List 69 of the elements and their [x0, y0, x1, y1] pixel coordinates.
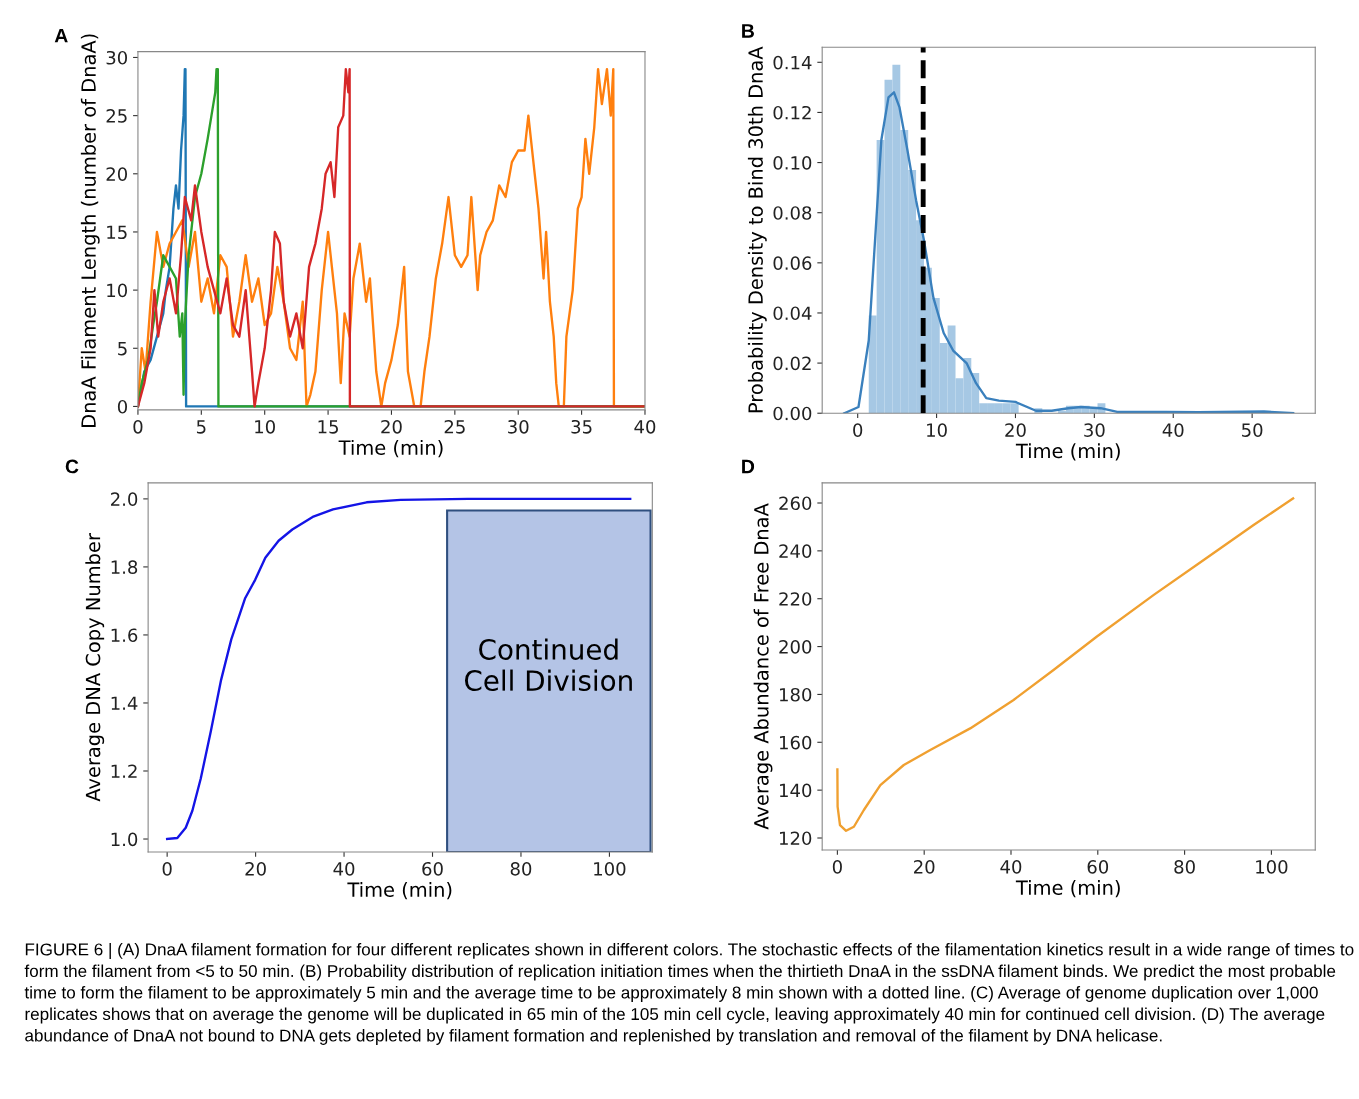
x-tick-label: 80 [510, 861, 532, 876]
y-tick-label: 120 [779, 831, 812, 846]
chart-title: D [742, 459, 755, 474]
y-tick-label: 0.08 [773, 206, 812, 220]
y-axis-title: Probability Density to Bind 30th DnaA [747, 46, 767, 413]
y-tick-label: 0.12 [773, 105, 811, 120]
x-tick-label: 60 [422, 861, 443, 876]
y-tick-label: 1.8 [111, 560, 138, 575]
x-tick-label: 25 [444, 419, 465, 434]
x-tick-label: 20 [381, 419, 402, 434]
x-axis-title: Time (min) [347, 881, 452, 900]
x-tick-label: 40 [333, 861, 355, 876]
y-tick-label: 200 [779, 640, 812, 654]
x-axis-title: Time (min) [338, 439, 443, 458]
y-tick-label: 15 [107, 225, 127, 240]
y-tick-label: 1.0 [111, 832, 138, 847]
x-tick-label: 0 [853, 423, 863, 437]
y-tick-label: 0.02 [773, 356, 811, 371]
y-tick-label: 240 [779, 544, 812, 558]
y-tick-label: 10 [107, 283, 128, 298]
y-axis-title: Average DNA Copy Number [85, 533, 105, 802]
y-tick-label: 0 [117, 399, 128, 414]
y-tick-label: 25 [106, 109, 127, 123]
y-tick-label: 160 [779, 735, 812, 750]
x-tick-label: 40 [634, 419, 656, 434]
y-tick-label: 1.2 [111, 764, 137, 778]
x-tick-label: 60 [1087, 860, 1109, 874]
x-tick-label: 100 [594, 861, 626, 876]
x-axis-title: Time (min) [1015, 879, 1120, 898]
x-tick-label: 100 [1256, 860, 1288, 874]
y-axis-title: Average Abundance of Free DnaA [753, 503, 773, 830]
x-tick-label: 10 [255, 419, 275, 434]
x-tick-label: 80 [1174, 860, 1195, 874]
x-tick-label: 35 [571, 419, 592, 434]
y-tick-label: 0.06 [773, 256, 812, 270]
x-tick-label: 50 [1242, 423, 1263, 437]
x-tick-label: 10 [927, 423, 947, 437]
y-axis-title: DnaA Filament Length (number of DnaA) [80, 34, 100, 427]
x-axis-title: Time (min) [1015, 443, 1120, 461]
chart-title: C [65, 459, 79, 474]
y-tick-label: 260 [779, 496, 812, 511]
y-tick-label: 0.00 [773, 406, 812, 421]
y-tick-label: 30 [106, 50, 128, 65]
x-tick-label: 40 [1162, 423, 1184, 437]
x-tick-label: 20 [1005, 423, 1026, 437]
x-tick-label: 0 [162, 861, 172, 876]
chart-title: A [54, 28, 68, 43]
band-label: Continued Cell Division [464, 638, 632, 692]
caption: FIGURE 6 | (A) DnaA filament formation for four different replicates shown in different colors. The stochastic effects of the filamentation kinetics result in a wide range of times to form the filament from <5 to 50 min. (B) Probability distribution of replication initiation times when the thirtieth DnaA in the ssDNA filament binds. We predict the most probable time to form the filament to be approximately 5 min and the average time to be approximately 8 min shown with a dotted line. (C) Average of genome duplication over 1,000 replicates shows that on average the genome will be duplicated in 65 min of the 105 min cell cycle, leaving approximately 40 min for continued cell division. (D) The average abundance of DnaA not bound to DNA gets depleted by filament formation and replenished by translation and removal of the filament by DNA helicase. [24, 942, 1354, 1045]
x-tick-label: 40 [1000, 860, 1022, 874]
x-tick-label: 5 [196, 420, 206, 434]
y-tick-label: 20 [106, 167, 128, 181]
y-tick-label: 0.04 [773, 306, 812, 321]
x-tick-label: 30 [508, 419, 529, 434]
x-tick-label: 15 [318, 420, 338, 434]
x-tick-label: 0 [832, 860, 842, 874]
y-tick-label: 1.4 [111, 696, 138, 710]
y-tick-label: 0.14 [773, 55, 812, 70]
x-tick-label: 20 [245, 861, 266, 876]
y-tick-label: 140 [779, 783, 812, 798]
chart-title: B [742, 24, 754, 38]
y-tick-label: 220 [779, 592, 812, 606]
y-tick-label: 2.0 [111, 492, 138, 506]
y-tick-label: 5 [118, 341, 127, 356]
x-tick-label: 20 [914, 860, 935, 874]
x-tick-label: 30 [1084, 423, 1105, 437]
y-tick-label: 0.10 [773, 156, 812, 170]
y-tick-label: 1.6 [111, 628, 138, 643]
y-tick-label: 180 [779, 687, 812, 702]
